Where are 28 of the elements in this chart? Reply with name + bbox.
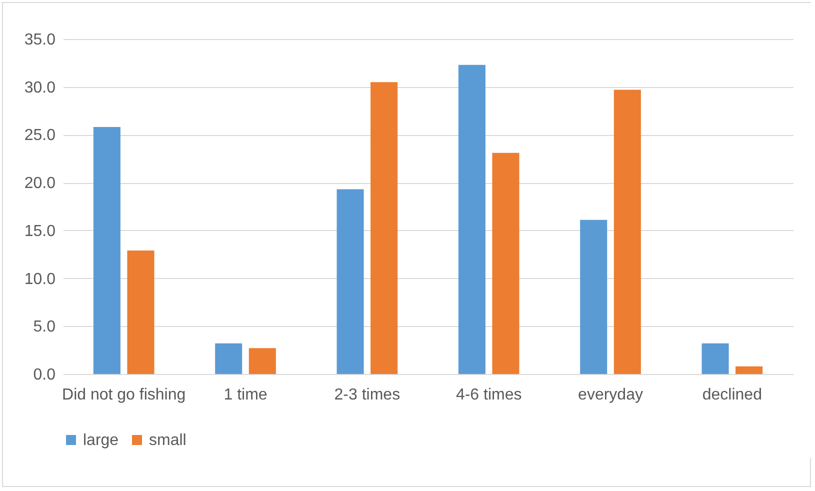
- bar: [458, 64, 486, 374]
- bar: [127, 250, 154, 374]
- bar: [580, 220, 608, 374]
- x-tick-label: everyday: [578, 386, 643, 404]
- y-tick-label: 0.0: [33, 366, 56, 384]
- y-tick-label: 25.0: [24, 127, 56, 144]
- bar: [336, 189, 364, 374]
- bar: [215, 343, 242, 374]
- bar: [702, 343, 729, 374]
- bar: [492, 152, 520, 374]
- bar: [248, 348, 276, 374]
- x-tick-label: declined: [702, 386, 762, 404]
- bar: [93, 127, 120, 374]
- legend-label: large: [83, 432, 119, 449]
- x-tick-label: 1 time: [224, 386, 268, 404]
- y-tick-label: 20.0: [24, 175, 56, 192]
- legend-label: small: [149, 432, 186, 449]
- bar: [370, 82, 398, 374]
- y-tick-label: 30.0: [24, 79, 56, 96]
- x-tick-label: 2-3 times: [334, 386, 400, 404]
- x-tick-label: Did not go fishing: [62, 386, 186, 404]
- y-tick-label: 10.0: [24, 270, 56, 288]
- bar: [614, 90, 641, 374]
- bar: [736, 366, 763, 374]
- y-tick-label: 5.0: [33, 318, 56, 336]
- x-tick-label: 4-6 times: [456, 386, 522, 404]
- y-tick-label: 15.0: [24, 222, 56, 240]
- y-tick-label: 35.0: [24, 32, 56, 48]
